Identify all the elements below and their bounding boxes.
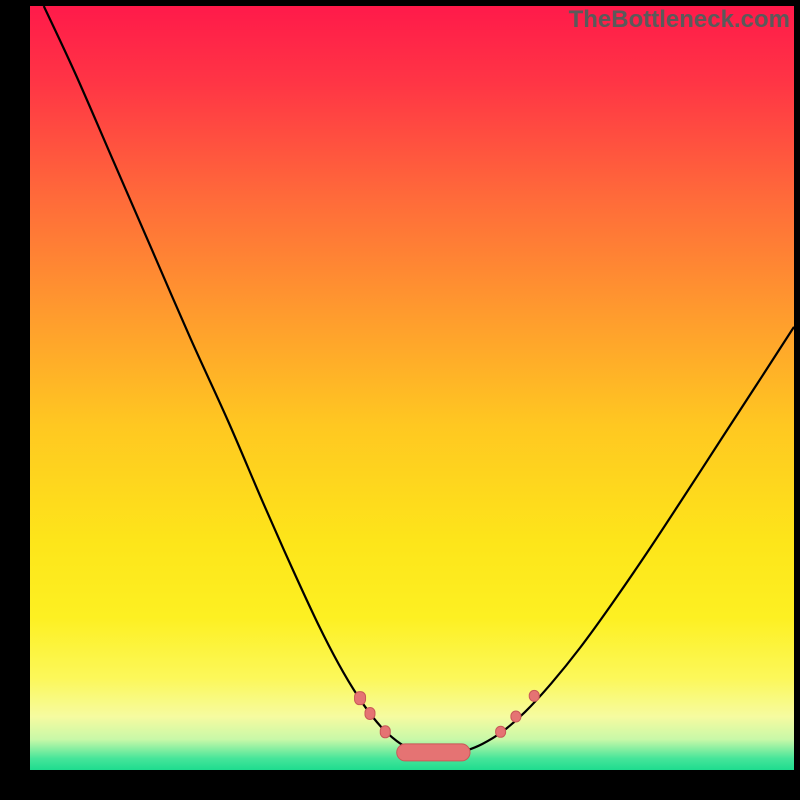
marker-dot bbox=[496, 726, 506, 737]
marker-dot bbox=[355, 692, 366, 705]
bottleneck-curve bbox=[44, 6, 794, 756]
marker-dot bbox=[380, 726, 390, 738]
chart-frame: TheBottleneck.com bbox=[0, 0, 800, 800]
marker-dot bbox=[529, 690, 539, 701]
plot-area bbox=[30, 6, 794, 770]
watermark-text: TheBottleneck.com bbox=[569, 6, 790, 34]
curve-layer bbox=[30, 6, 794, 770]
marker-bar bbox=[397, 744, 470, 761]
marker-dot bbox=[365, 707, 375, 719]
marker-dot bbox=[511, 711, 521, 722]
